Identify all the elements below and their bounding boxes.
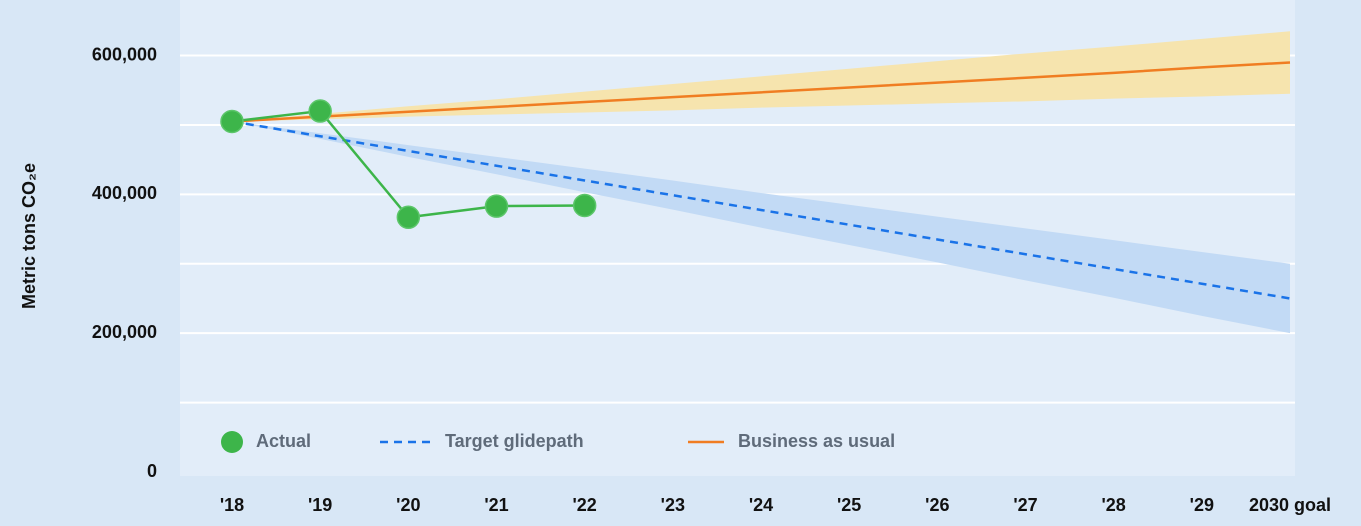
y-tick-label: 600,000 [92, 44, 157, 64]
legend-label: Target glidepath [445, 431, 584, 451]
x-tick-label: '21 [484, 495, 508, 515]
y-tick-label: 200,000 [92, 322, 157, 342]
x-tick-label: '28 [1102, 495, 1126, 515]
x-tick-label: '23 [661, 495, 685, 515]
x-tick-label: '27 [1013, 495, 1037, 515]
marker [308, 99, 332, 123]
marker [220, 109, 244, 134]
legend-label: Business as usual [738, 431, 895, 451]
legend-label: Actual [256, 431, 311, 451]
series-line [231, 61, 1291, 123]
y-tick-label: 400,000 [92, 183, 157, 203]
x-tick-label: '22 [573, 495, 597, 515]
x-tick-label: 2030 goal [1249, 495, 1331, 515]
marker [396, 205, 421, 230]
x-tick-label: '20 [396, 495, 420, 515]
band [232, 31, 1290, 122]
x-tick-label: '25 [837, 495, 861, 515]
x-tick-label: '24 [749, 495, 773, 515]
band [232, 121, 1290, 334]
marker [484, 194, 509, 218]
series-line [231, 120, 1291, 300]
legend-marker [221, 431, 243, 453]
y-tick-label: 0 [147, 461, 157, 481]
y-axis-label: Metric tons CO₂e [19, 163, 39, 309]
x-tick-label: '19 [308, 495, 332, 515]
x-tick-label: '26 [925, 495, 949, 515]
x-tick-label: '18 [220, 495, 244, 515]
marker [572, 193, 597, 218]
x-tick-label: '29 [1190, 495, 1214, 515]
